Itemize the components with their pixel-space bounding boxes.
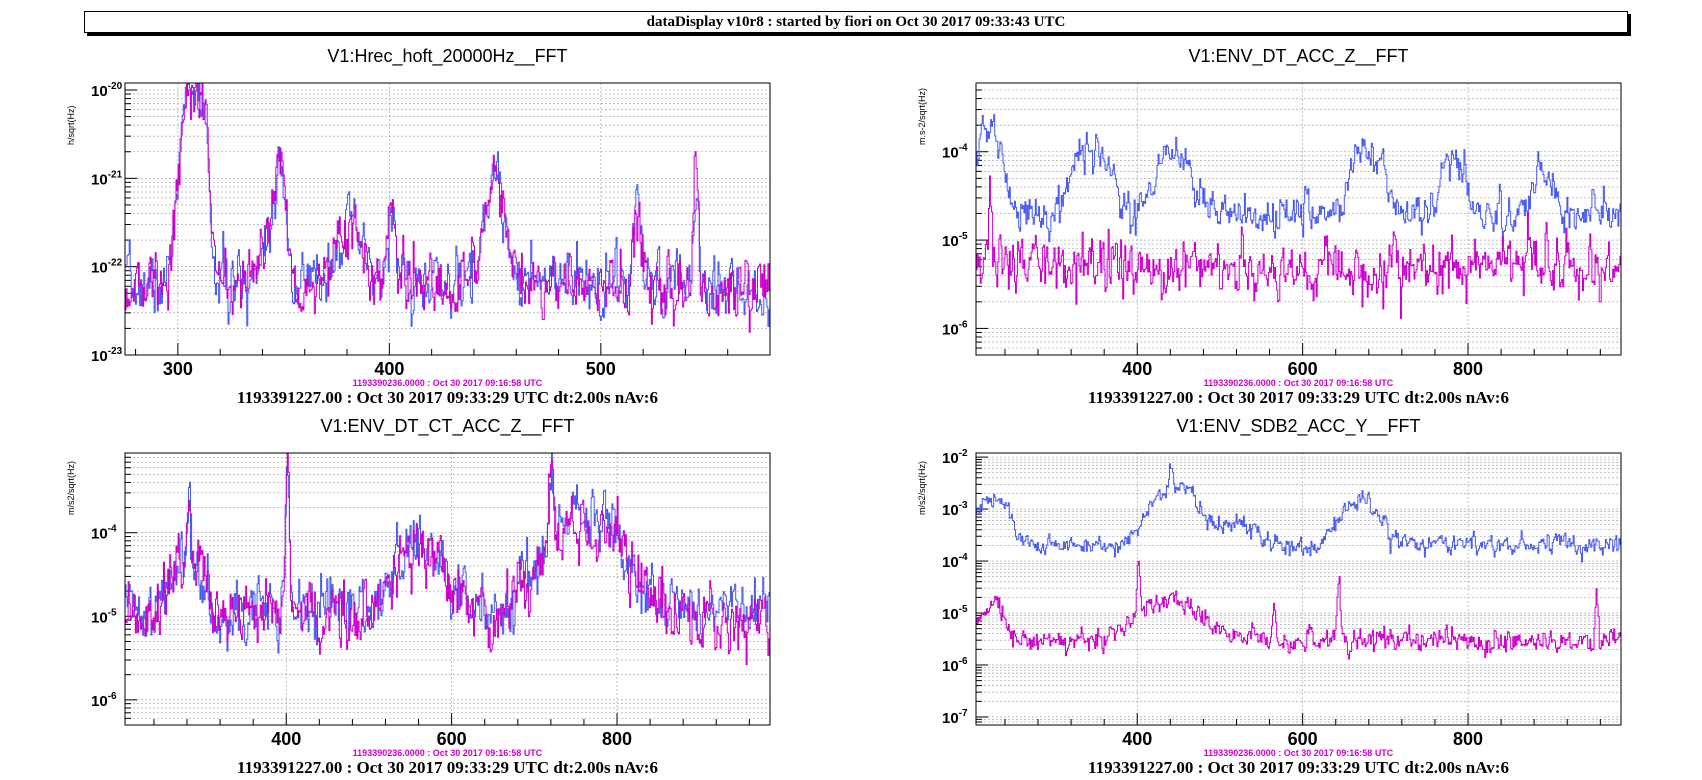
x-tick-label: 400 bbox=[1122, 359, 1152, 379]
chart-title: V1:ENV_SDB2_ACC_Y__FFT bbox=[1176, 416, 1421, 436]
fft-panel-env-dt-ct-acc-z: V1:ENV_DT_CT_ACC_Z__FFT m/s2/sqrt(Hz) 10… bbox=[0, 410, 851, 780]
y-tick-label: 10-21 bbox=[91, 169, 123, 188]
fft-plot[interactable]: 10-2 10-3 10-4 10-5 10-6 10-7 400 600 800 bbox=[851, 410, 1702, 780]
series-line-current bbox=[976, 114, 1621, 245]
chart-title: V1:ENV_DT_CT_ACC_Z__FFT bbox=[320, 416, 575, 436]
y-tick-label: 10-6 bbox=[91, 691, 117, 710]
frame-timestamp: 1193391227.00 : Oct 30 2017 09:33:29 UTC… bbox=[237, 388, 658, 407]
fft-plot[interactable]: 10-20 10-21 10-22 10-23 300 400 500 bbox=[0, 40, 851, 410]
series-line-current bbox=[976, 463, 1621, 563]
plot-frame bbox=[124, 82, 771, 356]
y-tick-label: 10-2 bbox=[942, 448, 968, 467]
x-tick-label: 300 bbox=[163, 359, 193, 379]
x-tick-label: 500 bbox=[586, 359, 616, 379]
frame-timestamp: 1193391227.00 : Oct 30 2017 09:33:29 UTC… bbox=[1088, 758, 1509, 777]
y-tick-label: 10-3 bbox=[942, 500, 968, 519]
fft-panel-env-sdb2-acc-y: V1:ENV_SDB2_ACC_Y__FFT m/s2/sqrt(Hz) 10-… bbox=[851, 410, 1702, 780]
grid bbox=[976, 83, 1621, 356]
x-tick-label: 400 bbox=[374, 359, 404, 379]
y-tick-label: 10-4 bbox=[942, 143, 968, 162]
y-tick-label: 10-5 bbox=[942, 604, 968, 623]
grid bbox=[976, 453, 1621, 726]
x-tick-label: 800 bbox=[602, 729, 632, 749]
series-line-reference bbox=[976, 560, 1621, 660]
reference-timestamp: 1193390236.0000 : Oct 30 2017 09:16:58 U… bbox=[352, 748, 543, 758]
plot-frame bbox=[975, 452, 1622, 726]
plot-frame bbox=[975, 82, 1622, 356]
y-tick-label: 10-22 bbox=[91, 258, 123, 277]
y-tick-label: 10-7 bbox=[942, 708, 968, 727]
reference-timestamp: 1193390236.0000 : Oct 30 2017 09:16:58 U… bbox=[1203, 748, 1394, 758]
x-tick-label: 600 bbox=[1288, 359, 1318, 379]
frame-timestamp: 1193391227.00 : Oct 30 2017 09:33:29 UTC… bbox=[1088, 388, 1509, 407]
series-line-reference bbox=[125, 453, 770, 666]
chart-title: V1:Hrec_hoft_20000Hz__FFT bbox=[327, 46, 568, 66]
series-line-reference bbox=[125, 83, 770, 333]
fft-panel-env-dt-acc-z: V1:ENV_DT_ACC_Z__FFT m.s-2/sqrt(Hz) 10-4… bbox=[851, 40, 1702, 410]
y-tick-label: 10-5 bbox=[942, 231, 968, 250]
chart-title: V1:ENV_DT_ACC_Z__FFT bbox=[1188, 46, 1409, 66]
fft-plot[interactable]: 10-4 10-5 10-6 400 600 800 bbox=[0, 410, 851, 780]
y-tick-label: 10-4 bbox=[942, 552, 968, 571]
x-tick-label: 400 bbox=[271, 729, 301, 749]
y-tick-label: 10-6 bbox=[942, 319, 968, 338]
reference-timestamp: 1193390236.0000 : Oct 30 2017 09:16:58 U… bbox=[1203, 378, 1394, 388]
x-tick-label: 800 bbox=[1453, 729, 1483, 749]
y-tick-label: 10-6 bbox=[942, 656, 968, 675]
reference-timestamp: 1193390236.0000 : Oct 30 2017 09:16:58 U… bbox=[352, 378, 543, 388]
fft-plot[interactable]: 10-4 10-5 10-6 400 600 800 bbox=[851, 40, 1702, 410]
y-tick-label: 10-4 bbox=[91, 524, 117, 543]
x-tick-label: 600 bbox=[1288, 729, 1318, 749]
y-tick-label: 10-5 bbox=[91, 607, 117, 626]
series-line-current bbox=[125, 83, 770, 327]
app-header: dataDisplay v10r8 : started by fiori on … bbox=[84, 11, 1628, 33]
x-tick-label: 600 bbox=[437, 729, 467, 749]
plot-frame bbox=[124, 452, 771, 726]
y-tick-label: 10-23 bbox=[91, 346, 123, 365]
y-tick-label: 10-20 bbox=[91, 81, 123, 100]
fft-panel-hrec: V1:Hrec_hoft_20000Hz__FFT h/sqrt(Hz) 10-… bbox=[0, 40, 851, 410]
x-tick-label: 800 bbox=[1453, 359, 1483, 379]
frame-timestamp: 1193391227.00 : Oct 30 2017 09:33:29 UTC… bbox=[237, 758, 658, 777]
x-tick-label: 400 bbox=[1122, 729, 1152, 749]
series-line-reference bbox=[976, 175, 1621, 319]
